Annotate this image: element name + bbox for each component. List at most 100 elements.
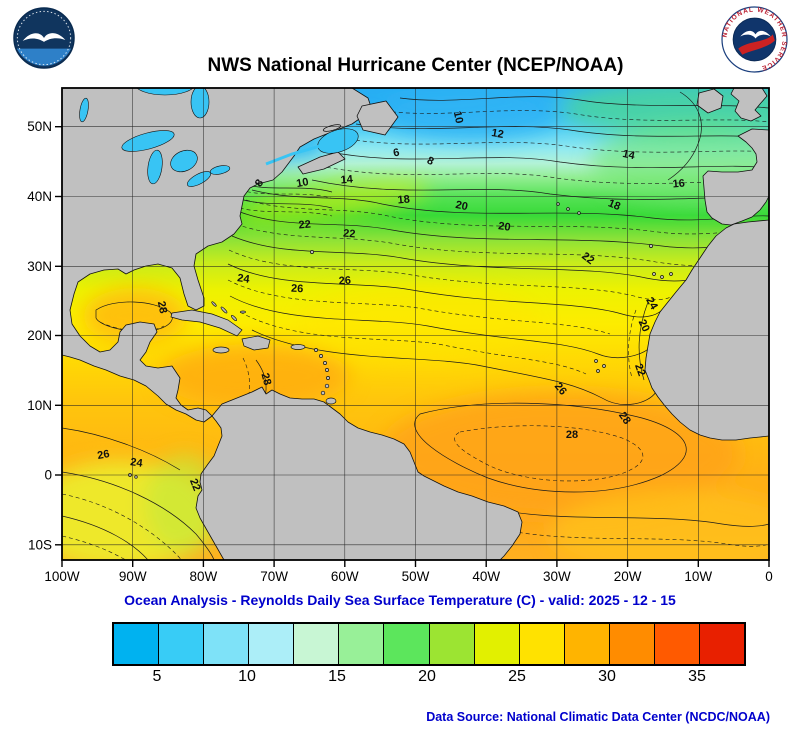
great-lakes [79,88,359,187]
colorbar-segment [653,624,700,664]
contour-value-label: 22 [187,477,203,493]
colorbar-tick-label: 15 [328,668,346,685]
page-title: NWS National Hurricane Center (NCEP/NOAA… [207,55,624,76]
colorbar-tick-label: 10 [238,668,256,685]
colorbar-segment [563,624,609,664]
colorbar-tick-label: 20 [418,668,436,685]
contour-value-label: 22 [579,250,596,267]
contour-value-label: 24 [237,272,252,286]
lat-label: 0 [44,468,52,483]
contour-value-label: 22 [632,362,647,378]
europe-landmass [702,128,769,226]
colorbar-segment [473,624,519,664]
noaa-ring-text-icon [16,10,72,66]
colorbar-segment [293,624,339,664]
madeira-island [649,244,653,248]
axis-labels: 50N 40N 30N 20N 10N 0 10S 100W 90W 80W 70W 60W 50W 40… [27,119,773,584]
lat-label: 50N [27,119,52,134]
bermuda-island [310,250,314,254]
contour-value-label: 26 [291,283,304,296]
contour-value-label: 14 [340,173,354,186]
africa-landmass [644,219,769,441]
lat-label: 10N [27,398,52,413]
contour-value-label: 10 [295,176,309,190]
lat-label: 30N [27,259,52,274]
contour-value-label: 8 [425,155,436,168]
caribbean-islands [128,202,673,479]
lon-label: 50W [402,569,430,584]
contour-value-label: 14 [621,148,636,162]
lake-winnipeg [79,97,89,123]
south-america-landmass [195,386,523,560]
lon-label: 30W [543,569,571,584]
contour-value-label: 20 [636,318,652,334]
lon-label: 0 [765,569,773,584]
lon-label: 100W [44,569,80,584]
colorbar-ticks: 5 10 15 20 25 30 35 [112,668,742,690]
noaa-logo [13,7,75,69]
anticosti-island [322,124,342,132]
lon-label: 90W [119,569,147,584]
colorbar-tick-label: 5 [152,668,162,685]
data-source: Data Source: National Climatic Data Cent… [426,710,770,724]
contour-value-label: 28 [155,300,169,314]
nws-gull-icon [740,30,771,39]
contour-value-label: 26 [338,275,351,288]
contour-value-label: 6 [392,147,400,160]
nws-logo: NATIONAL WEATHER SERVICE [721,6,788,73]
colorbar-segment [383,624,429,664]
lake-ontario [209,165,231,175]
colorbar-segment [338,624,384,664]
noaa-logo-icon [13,7,75,69]
contour-value-label: 10 [451,110,465,124]
contour-value-label: 20 [498,220,512,234]
colorbar-segment [518,624,564,664]
contour-value-label: 28 [566,429,578,441]
contour-value-label: 24 [130,456,145,470]
map-border [61,87,770,561]
colorbar-tick-label: 25 [508,668,526,685]
trinidad-island [325,397,337,405]
lat-lon-grid [55,88,770,567]
contour-value-label: 12 [490,127,504,141]
lon-label: 10W [684,569,712,584]
lat-label: 10S [28,537,52,552]
lon-label: 40W [472,569,500,584]
puerto-rico-island [290,344,306,350]
sst-contour-lines-dashed [62,109,769,560]
colorbar-segment [203,624,249,664]
james-bay [190,88,210,119]
noaa-gull-icon [22,33,66,42]
contour-value-label: 18 [606,197,622,213]
contour-value-label: 22 [298,219,311,232]
lon-label: 60W [331,569,359,584]
landmasses [62,88,769,560]
colorbar-segment [428,624,474,664]
contour-value-label: 26 [96,448,110,462]
sst-map: 10 12 6 8 14 16 8 10 14 18 20 18 22 22 20 22 24 26 26 28 24 2… [27,87,773,584]
britain-landmass [730,88,768,122]
contour-value-label: 28 [259,372,274,387]
st-lawrence-river [265,144,321,166]
cuba-island [170,309,243,337]
colorbar-segment [114,624,159,664]
colorbar-tick-label: 30 [598,668,616,685]
lake-huron [170,149,198,173]
nws-logo-icon: NATIONAL WEATHER SERVICE [721,6,788,73]
colorbar-segment [608,624,654,664]
map-canvas [62,88,769,560]
lat-label: 20N [27,328,52,343]
north-america-landmass [62,88,373,423]
colorbar-segment [699,624,745,664]
contour-labels: 10 12 6 8 14 16 8 10 14 18 20 18 22 22 20 22 24 26 26 28 24 2… [96,110,685,493]
contour-value-label: 16 [672,178,685,191]
lon-label: 70W [260,569,288,584]
hispaniola-island [241,335,271,351]
jamaica-island [212,346,230,354]
contour-value-label: 8 [253,177,266,189]
contour-value-label: 28 [616,410,633,427]
lake-michigan [147,149,163,185]
contour-value-label: 22 [343,228,356,241]
colorbar-tick-label: 35 [688,668,706,685]
